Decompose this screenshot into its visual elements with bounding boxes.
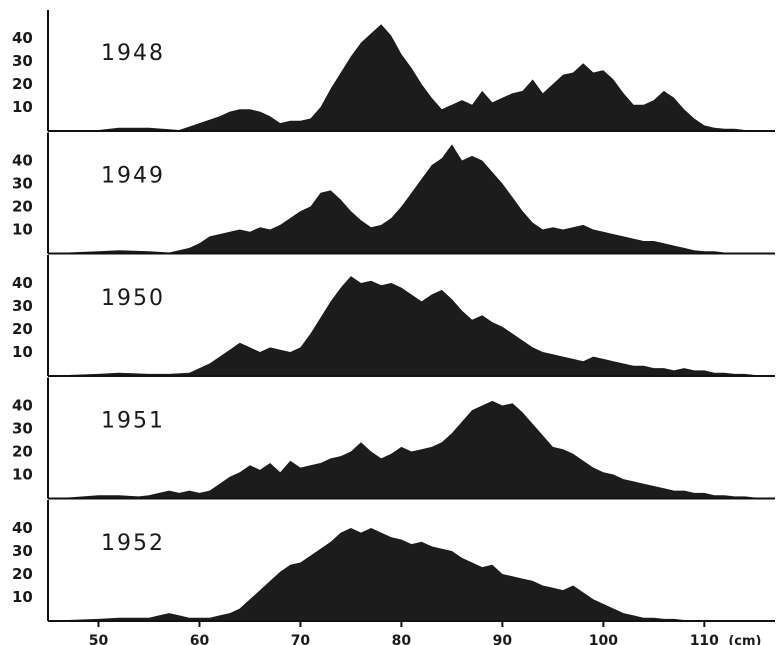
y-tick-label: 20 <box>12 565 33 583</box>
panel-1950: 10 20 30 40 1950 <box>12 255 775 377</box>
series-area-1950 <box>68 276 765 375</box>
y-tick-label: 30 <box>12 175 33 193</box>
x-unit-label: (cm) <box>728 634 761 645</box>
panel-1952: 10 20 30 40 1952 <box>12 500 775 622</box>
year-label: 1951 <box>101 409 165 434</box>
series-area-1949 <box>68 144 765 253</box>
x-tick-label: 100 <box>589 633 618 645</box>
y-tick-label: 40 <box>12 274 33 292</box>
panel-1949: 10 20 30 40 1949 <box>12 132 775 255</box>
y-tick-label: 30 <box>12 542 33 560</box>
y-tick-label: 10 <box>12 98 33 116</box>
year-label: 1949 <box>101 164 165 189</box>
series-area-1951 <box>68 400 765 498</box>
panels-layer: 10 20 30 40 1948 10 20 30 40 1949 10 20 30 40 1950 10 20… <box>12 10 775 622</box>
y-tick-label: 30 <box>12 297 33 315</box>
x-tick-label: 90 <box>493 633 513 645</box>
y-tick-label: 40 <box>12 29 33 47</box>
y-tick-label: 30 <box>12 52 33 70</box>
y-tick-label: 40 <box>12 152 33 170</box>
y-tick-label: 40 <box>12 519 33 537</box>
y-tick-label: 20 <box>12 198 33 216</box>
y-tick-label: 10 <box>12 343 33 361</box>
y-tick-label: 20 <box>12 75 33 93</box>
y-tick-label: 40 <box>12 397 33 415</box>
x-tick-label: 80 <box>392 633 412 645</box>
panel-1948: 10 20 30 40 1948 <box>12 10 775 132</box>
year-label: 1952 <box>101 531 165 556</box>
year-label: 1950 <box>101 286 165 311</box>
x-tick-label: 50 <box>89 633 109 645</box>
y-tick-label: 10 <box>12 588 33 606</box>
x-tick-label: 60 <box>190 633 210 645</box>
x-tick-label: 110 <box>690 633 719 645</box>
series-area-1952 <box>68 528 765 620</box>
y-tick-label: 10 <box>12 466 33 484</box>
y-tick-label: 30 <box>12 420 33 438</box>
panel-1951: 10 20 30 40 1951 <box>12 377 775 500</box>
y-tick-label: 20 <box>12 443 33 461</box>
year-label: 1948 <box>101 41 165 66</box>
y-tick-label: 10 <box>12 221 33 239</box>
x-axis: 50 60 70 80 90 100 110 (cm) <box>89 621 761 645</box>
series-area-1948 <box>68 24 765 131</box>
x-tick-label: 70 <box>291 633 311 645</box>
y-tick-label: 20 <box>12 320 33 338</box>
